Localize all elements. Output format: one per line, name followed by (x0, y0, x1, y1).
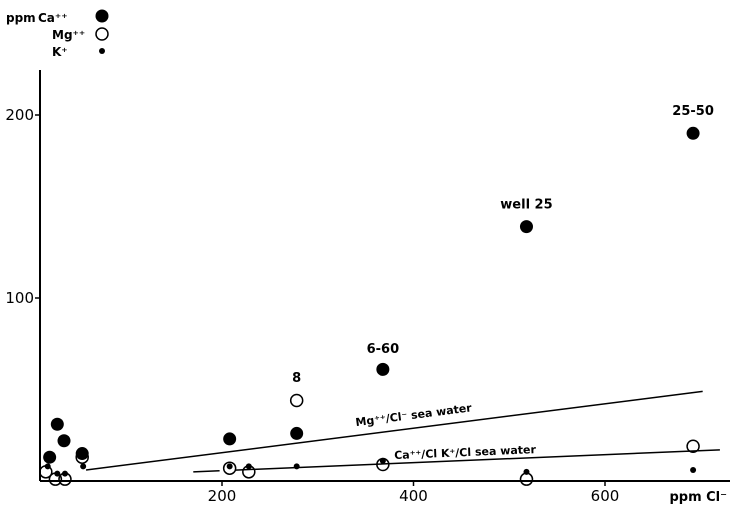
data-point-ca (43, 450, 57, 464)
y-tick-label: 200 (5, 106, 34, 124)
data-point-mg (289, 393, 304, 408)
data-point-k (523, 468, 530, 475)
legend-label-mg: Mg⁺⁺ (52, 28, 85, 42)
data-point-k (226, 463, 233, 470)
data-point-k (245, 463, 252, 470)
reference-line-ca-dash (193, 470, 220, 473)
legend: ppm Ca⁺⁺ Mg⁺⁺ K⁺ (6, 9, 109, 59)
data-point-k (61, 470, 68, 477)
data-point-mg (222, 461, 237, 475)
data-point-ca (686, 126, 700, 140)
x-axis-label: ppm Cl⁻ (669, 490, 727, 505)
point-annotation: 25-50 (672, 104, 714, 119)
data-point-k (80, 463, 87, 470)
legend-marker-mg (95, 27, 109, 41)
data-point-ca (376, 362, 390, 376)
axes: 200 400 600 100 200 ppm Cl⁻ (5, 70, 730, 505)
data-point-mg (686, 439, 700, 453)
data-point-ca (519, 220, 533, 234)
data-point-ca (50, 417, 64, 431)
data-point-k (379, 457, 386, 464)
legend-marker-k (99, 48, 105, 54)
reference-line-label-mg: Mg⁺⁺/Cl⁻ sea water (355, 401, 473, 429)
point-annotation: well 25 (500, 197, 552, 212)
legend-marker-ca (95, 9, 109, 23)
y-tick-label: 100 (5, 289, 34, 307)
reference-lines: Mg⁺⁺/Cl⁻ sea water Ca⁺⁺/Cl K⁺/Cl sea wate… (85, 390, 720, 473)
data-point-k (293, 463, 300, 470)
legend-title: ppm (6, 11, 36, 25)
data-point-k (44, 463, 51, 470)
x-tick-label: 200 (208, 487, 237, 505)
x-tick-label: 600 (591, 487, 620, 505)
reference-line-label-ca: Ca⁺⁺/Cl K⁺/Cl sea water (394, 443, 537, 462)
x-tick-label: 400 (399, 487, 428, 505)
legend-label-ca: Ca⁺⁺ (38, 11, 68, 25)
data-point-mg (75, 450, 89, 464)
data-point-ca (75, 447, 89, 461)
data-point-k (54, 470, 61, 477)
annotations: 25-50 well 25 6-60 8 (292, 104, 714, 386)
data-point-mg (519, 472, 534, 486)
reference-line-mg (85, 390, 703, 471)
point-annotation: 8 (292, 371, 301, 386)
reference-line-ca (235, 449, 720, 471)
data-point-ca (223, 432, 237, 446)
data-point-ca (290, 426, 304, 440)
point-annotation: 6-60 (367, 342, 400, 357)
legend-label-k: K⁺ (52, 45, 68, 59)
data-point-ca (57, 434, 71, 448)
data-points (39, 126, 700, 486)
data-point-k (690, 467, 697, 474)
